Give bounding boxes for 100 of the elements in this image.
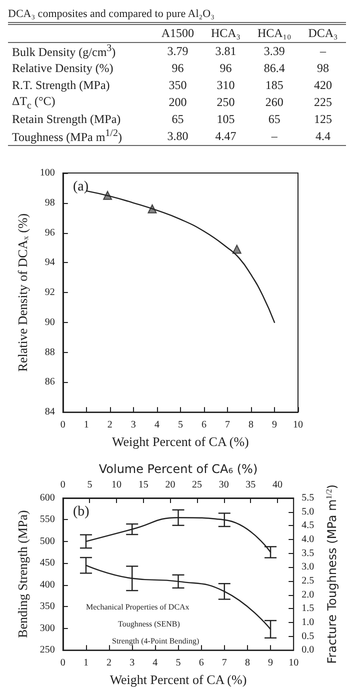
text: 65 — [172, 112, 184, 126]
text: 86.4 — [264, 61, 285, 75]
x2-tick-label: 0 — [60, 480, 66, 490]
x-axis-title: Weight Percent of CA (%) — [112, 434, 249, 449]
text: 200 — [168, 95, 187, 110]
x-tick-label: 6 — [201, 420, 206, 431]
text: 105 — [216, 112, 235, 126]
y-axis-title: Relative Density of DCAₓ (%) — [15, 213, 30, 372]
x-tick-label: 7 — [224, 420, 230, 431]
text: 125 — [314, 112, 332, 126]
x-tick-label: 4 — [152, 658, 158, 669]
x2-tick-label: 5 — [87, 480, 92, 490]
x-tick-label: 3 — [130, 658, 135, 669]
text: 96 — [220, 61, 232, 75]
x-tick-label: 0 — [60, 420, 66, 431]
x-tick-label: 8 — [248, 420, 254, 431]
text: DCA₃ composites and compared to pure Al₂O₃ — [8, 8, 216, 20]
y-tick-label: 600 — [40, 492, 55, 504]
y-tick-label: 94 — [44, 257, 55, 268]
y-tick-label: 88 — [44, 346, 55, 358]
x-tick-label: 5 — [176, 658, 181, 669]
y-tick-label: 350 — [40, 601, 55, 612]
x-tick-label: 10 — [293, 420, 303, 431]
text: 260 — [265, 95, 284, 110]
y-tick-label: 96 — [44, 227, 55, 238]
x-tick-label: 2 — [106, 658, 112, 669]
chart-title: (b) — [73, 504, 90, 520]
y-tick-label: 300 — [40, 622, 55, 634]
x2-axis-title: Volume Percent of CA₆ (%) — [98, 462, 258, 476]
y-tick-label: 400 — [40, 579, 55, 590]
y-tick-label: 98 — [44, 197, 55, 208]
y-tick-label: 92 — [44, 287, 55, 298]
x-tick-label: 9 — [268, 658, 274, 669]
x-tick-label: 2 — [107, 420, 112, 431]
x2-tick-label: 30 — [218, 480, 229, 490]
y-tick-label: 84 — [44, 406, 55, 418]
y-tick-label: 250 — [40, 644, 55, 656]
text: 4.47 — [215, 129, 236, 144]
y2-tick-label: 3.5 — [302, 548, 314, 559]
y2-tick-label: 3.0 — [302, 562, 314, 573]
text: 310 — [216, 78, 235, 92]
text: 225 — [314, 95, 332, 110]
text: 65 — [268, 112, 280, 126]
x-tick-label: 0 — [60, 658, 66, 669]
text: 98 — [316, 61, 329, 75]
category-label: R.T. Strength (MPa) — [12, 78, 110, 92]
category-label: Toughness (MPa m$^{1/2}$) — [12, 128, 122, 144]
x2-tick-label: 35 — [246, 480, 256, 490]
text: 3.39 — [264, 44, 285, 58]
x-tick-label: 1 — [84, 420, 89, 431]
text: 250 — [216, 95, 235, 110]
y2-tick-label: 0.5 — [302, 630, 314, 642]
text: 4.4 — [315, 129, 330, 144]
y2-tick-label: 2.5 — [302, 575, 314, 586]
category-label: DCA₃ — [307, 25, 339, 42]
chart-title: (a) — [73, 180, 89, 194]
x-tick-label: 10 — [288, 658, 299, 669]
y-tick-label: 86 — [44, 376, 55, 388]
annotation: Mechanical Properties of DCAx — [86, 602, 190, 612]
y2-tick-label: 0.0 — [302, 644, 314, 656]
category-label: HCA₃ — [210, 25, 242, 42]
annotation: Toughness (SENB) — [118, 620, 180, 628]
y-axis-title: Bending Strength (MPa) — [15, 510, 30, 638]
y-tick-label: 500 — [40, 536, 55, 547]
x-tick-label: 5 — [178, 420, 183, 431]
y2-tick-label: 5.0 — [302, 506, 314, 518]
y-tick-label: 450 — [40, 558, 55, 569]
text: 3.79 — [167, 44, 188, 58]
annotation: Strength (4-Point Bending) — [112, 636, 200, 646]
x2-tick-label: 25 — [192, 480, 202, 490]
y2-tick-label: 5.5 — [302, 492, 314, 504]
x-tick-label: 9 — [272, 420, 277, 431]
y2-tick-label: 1.5 — [302, 603, 314, 614]
y-tick-label: 90 — [44, 316, 55, 328]
x-tick-label: 7 — [222, 658, 227, 669]
text: – — [320, 44, 326, 58]
text: 3.80 — [167, 129, 188, 144]
x2-tick-label: 10 — [112, 480, 122, 490]
category-label: Retain Strength (MPa) — [12, 112, 121, 126]
x-tick-label: 3 — [130, 420, 136, 431]
x-tick-label: 8 — [244, 658, 250, 669]
y2-tick-label: 4.5 — [302, 520, 314, 532]
x2-tick-label: 15 — [138, 480, 148, 490]
y2-axis-title: Fracture Toughness (MPa m1/2) — [324, 484, 339, 664]
text: 3.81 — [215, 44, 236, 58]
x2-tick-label: 20 — [165, 480, 176, 490]
x-tick-label: 1 — [83, 658, 88, 669]
x-tick-label: 6 — [198, 658, 204, 669]
x-tick-label: 4 — [154, 420, 160, 431]
point — [232, 244, 242, 254]
text: 420 — [314, 78, 332, 92]
text: 185 — [265, 78, 284, 92]
category-label: A1500 — [160, 25, 196, 42]
y-tick-label: 550 — [40, 514, 55, 526]
category-label: ΔT$_{c}$ (°C) — [12, 94, 56, 112]
text: 350 — [168, 78, 187, 92]
text: – — [271, 129, 278, 144]
x2-tick-label: 40 — [272, 480, 283, 490]
category-label: HCA₁₀ — [256, 25, 292, 42]
y2-tick-label: 1.0 — [302, 616, 314, 628]
